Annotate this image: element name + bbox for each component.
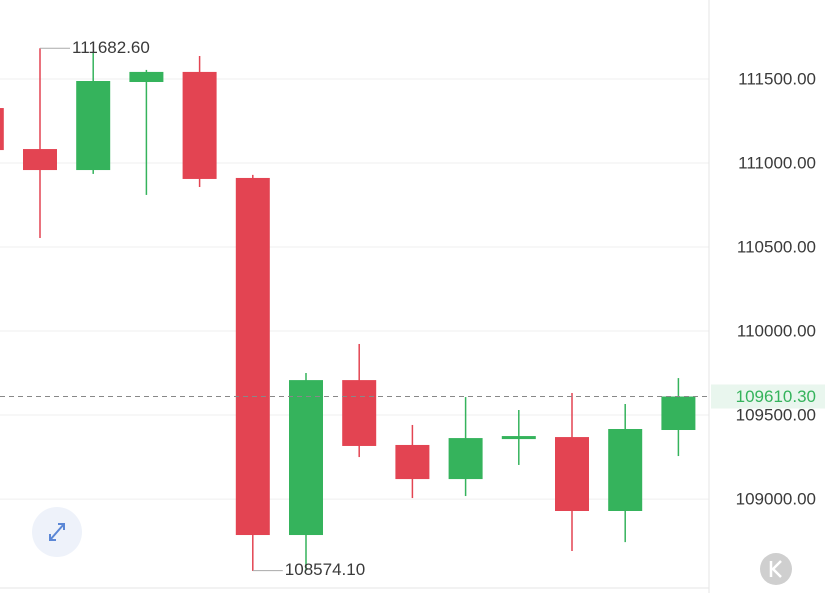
expand-button[interactable] bbox=[32, 507, 82, 557]
candle-body bbox=[608, 428, 643, 511]
logo-mark bbox=[769, 560, 782, 578]
logo bbox=[760, 553, 792, 585]
plot: 109000.00 109500.00 110000.00 110500.00 1110… bbox=[0, 38, 825, 579]
candle-body bbox=[661, 396, 696, 431]
candle-body bbox=[501, 436, 536, 440]
y-tick-label: 111000.00 bbox=[738, 153, 816, 172]
annotation-label: 108574.10 bbox=[285, 560, 365, 579]
candle-body bbox=[448, 438, 483, 480]
y-tick-label: 110000.00 bbox=[737, 322, 816, 341]
last-price-box bbox=[711, 384, 825, 409]
candle-body bbox=[76, 80, 111, 171]
candle-body bbox=[555, 437, 589, 511]
y-tick-label: 109500.00 bbox=[736, 406, 816, 425]
y-tick-label: 111500.00 bbox=[738, 69, 816, 88]
candle-body bbox=[235, 177, 270, 536]
candle-body bbox=[129, 71, 164, 83]
y-tick-label: 109000.00 bbox=[736, 490, 816, 509]
y-tick-label: 110500.00 bbox=[737, 237, 816, 256]
expand-icon[interactable] bbox=[49, 523, 65, 541]
candle-body bbox=[289, 380, 323, 536]
candle-body bbox=[0, 108, 4, 151]
last-price-label: 109610.30 bbox=[736, 387, 816, 406]
candle-body bbox=[342, 380, 377, 446]
candle-body bbox=[395, 444, 430, 480]
logo-bg bbox=[760, 553, 792, 585]
candle-body bbox=[182, 71, 217, 179]
annotation-label: 111682.60 bbox=[72, 38, 150, 57]
candle-body bbox=[23, 149, 57, 171]
